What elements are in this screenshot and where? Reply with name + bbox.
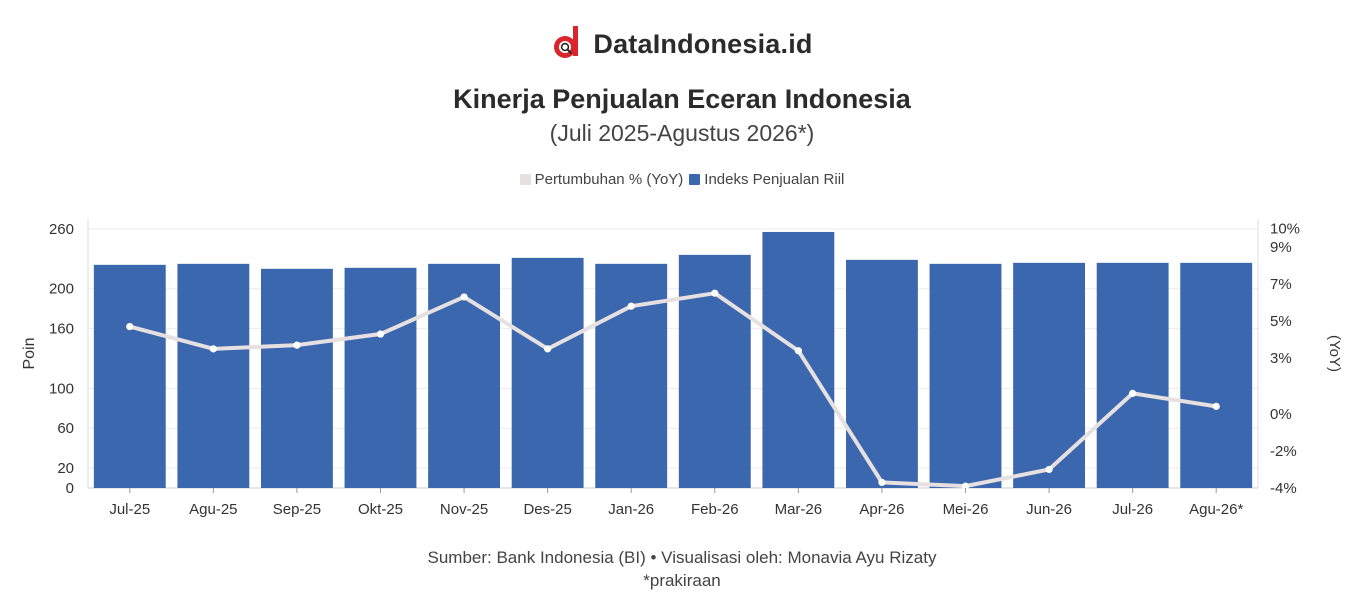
growth-line <box>127 291 1219 489</box>
footnote-text: *prakiraan <box>643 571 721 590</box>
bar-7 <box>595 263 668 488</box>
x-tick-label: Agu-25 <box>189 501 237 518</box>
growth-point-7 <box>627 302 635 310</box>
x-tick-label: Jul-25 <box>109 501 150 518</box>
growth-point-9 <box>794 347 802 355</box>
x-tick-label: Sep-25 <box>273 501 321 518</box>
y-axis-title: Poin <box>21 337 38 369</box>
growth-point-8 <box>711 289 719 297</box>
bar-9 <box>762 231 835 489</box>
logo-icon <box>554 26 579 58</box>
bar-5 <box>428 263 501 488</box>
growth-point-5 <box>460 293 468 301</box>
growth-point-14 <box>1212 402 1220 410</box>
y-tick-label: 60 <box>57 420 74 437</box>
x-tick-label: Jul-26 <box>1112 501 1153 518</box>
y2-tick-label: 3% <box>1270 350 1292 367</box>
brand-name: DataIndonesia.id <box>593 28 813 59</box>
bar-1 <box>93 264 166 488</box>
x-tick-label: Mei-26 <box>943 501 989 518</box>
brand: DataIndonesia.id <box>0 26 1364 62</box>
bar-13 <box>1096 262 1169 488</box>
y2-tick-label: 10% <box>1270 220 1300 237</box>
growth-point-6 <box>544 345 552 353</box>
chart-subtitle: (Juli 2025-Agustus 2026*) <box>549 120 815 146</box>
y2-tick-label: 5% <box>1270 313 1292 330</box>
y2-tick-label: 9% <box>1270 239 1292 256</box>
bar-10 <box>845 259 918 488</box>
y2-tick-label: -4% <box>1270 480 1297 497</box>
bar-3 <box>260 268 333 488</box>
bar-6 <box>511 257 584 488</box>
legend-swatch-index <box>689 174 701 185</box>
x-tick-label: Okt-25 <box>358 501 403 518</box>
y2-axis-title: (YoY) <box>1326 335 1343 372</box>
growth-point-1 <box>126 323 134 331</box>
legend-item-index[interactable]: Indeks Penjualan Riil <box>689 171 844 188</box>
bar-14 <box>1180 262 1253 488</box>
legend: Pertumbuhan % (YoY) Indeks Penjualan Rii… <box>0 171 1364 188</box>
growth-point-11 <box>961 482 970 490</box>
bar-11 <box>929 263 1002 488</box>
y-tick-label: 100 <box>49 380 74 397</box>
y-tick-label: 0 <box>66 480 74 497</box>
y2-tick-label: 7% <box>1270 276 1292 293</box>
y-tick-label: 160 <box>49 321 74 338</box>
growth-point-12 <box>1045 465 1053 474</box>
source-text: Sumber: Bank Indonesia (BI) • Visualisas… <box>427 548 937 567</box>
bar-2 <box>177 263 250 488</box>
legend-label-index: Indeks Penjualan Riil <box>704 171 845 188</box>
growth-point-13 <box>1129 389 1137 397</box>
x-tick-label: Des-25 <box>523 501 571 518</box>
x-tick-label: Nov-25 <box>440 501 488 518</box>
growth-point-10 <box>878 478 886 487</box>
bar-4 <box>344 267 417 488</box>
bar-12 <box>1013 262 1086 488</box>
growth-point-2 <box>209 345 217 353</box>
growth-point-4 <box>376 330 385 338</box>
x-tick-label: Jan-26 <box>608 501 654 518</box>
legend-swatch-growth <box>519 174 531 185</box>
footer: Sumber: Bank Indonesia (BI) • Visualisas… <box>0 546 1364 592</box>
chart-title: Kinerja Penjualan Eceran Indonesia <box>453 84 911 114</box>
x-tick-label: Agu-26* <box>1189 501 1243 518</box>
y2-tick-label: 0% <box>1270 406 1292 423</box>
x-tick-label: Mar-26 <box>775 501 823 518</box>
y-tick-label: 200 <box>49 281 74 298</box>
growth-point-3 <box>293 341 301 349</box>
y-tick-label: 260 <box>49 221 74 238</box>
legend-item-growth[interactable]: Pertumbuhan % (YoY) <box>519 171 684 188</box>
y-tick-label: 20 <box>57 460 74 477</box>
y2-tick-label: -2% <box>1270 443 1297 460</box>
x-tick-label: Jun-26 <box>1026 501 1072 518</box>
legend-label-growth: Pertumbuhan % (YoY) <box>534 171 684 188</box>
x-tick-label: Feb-26 <box>691 501 739 518</box>
x-tick-label: Apr-26 <box>859 501 904 518</box>
